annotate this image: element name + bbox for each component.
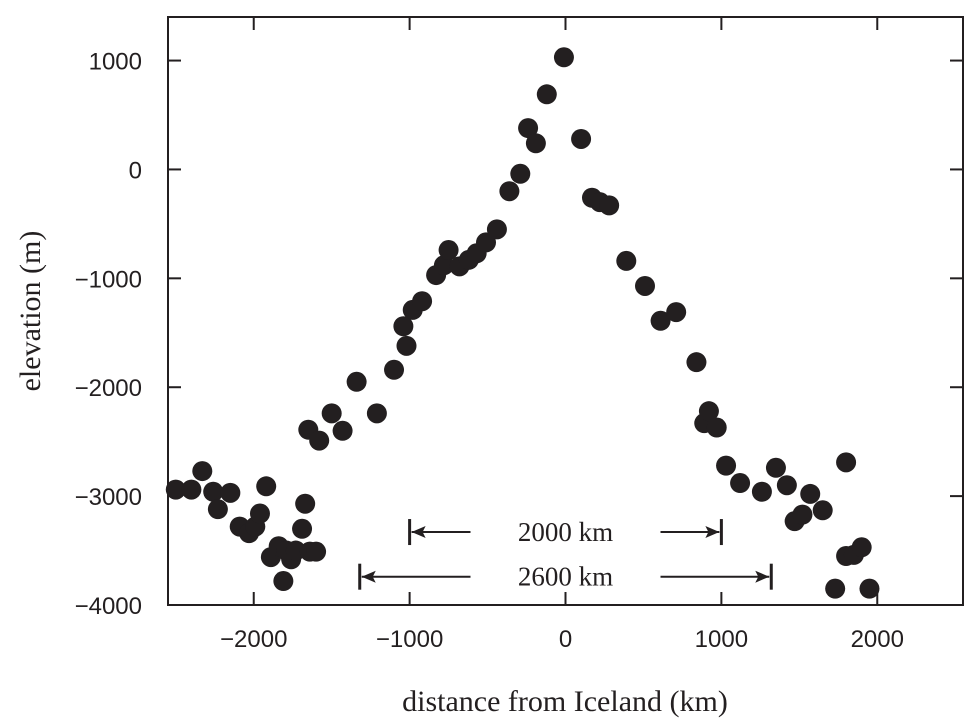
data-point — [487, 219, 507, 239]
data-point — [250, 504, 270, 524]
data-point — [384, 360, 404, 380]
y-tick-label: 0 — [129, 157, 142, 184]
data-point — [306, 542, 326, 562]
x-tick-label: −2000 — [220, 626, 287, 653]
y-tick-label: −2000 — [75, 375, 142, 402]
data-point — [181, 480, 201, 500]
y-tick-label: −1000 — [75, 266, 142, 293]
data-point — [499, 181, 519, 201]
y-tick-label: 1000 — [89, 49, 142, 76]
data-point — [526, 133, 546, 153]
x-tick-label: 0 — [559, 626, 572, 653]
data-point — [836, 452, 856, 472]
data-point — [397, 336, 417, 356]
data-point — [309, 431, 329, 451]
data-point — [367, 403, 387, 423]
data-point — [792, 505, 812, 525]
data-point — [686, 352, 706, 372]
y-tick-label: −4000 — [75, 593, 142, 620]
data-points — [166, 47, 880, 598]
y-axis-label: elevation (m) — [14, 231, 47, 392]
x-tick-label: 2000 — [851, 626, 904, 653]
data-point — [813, 500, 833, 520]
data-point — [203, 482, 223, 502]
data-point — [537, 84, 557, 104]
data-point — [766, 458, 786, 478]
data-point — [333, 421, 353, 441]
data-point — [322, 403, 342, 423]
x-axis-label: distance from Iceland (km) — [402, 685, 728, 718]
range-label: 2600 km — [518, 562, 613, 592]
data-point — [730, 473, 750, 493]
data-point — [347, 372, 367, 392]
data-point — [510, 164, 530, 184]
tick-labels: −2000 −1000 0 1000 2000 1000 0 −1000 −2000 −3000 −… — [75, 49, 904, 653]
data-point — [292, 519, 312, 539]
range-label: 2000 km — [518, 517, 613, 547]
data-point — [666, 302, 686, 322]
y-tick-label: −3000 — [75, 484, 142, 511]
data-point — [859, 579, 879, 599]
x-tick-label: −1000 — [376, 626, 443, 653]
data-point — [635, 276, 655, 296]
data-point — [273, 571, 293, 591]
data-point — [192, 461, 212, 481]
range-annotation: 2000 km — [410, 517, 722, 547]
data-point — [554, 47, 574, 67]
data-point — [295, 494, 315, 514]
data-point — [208, 499, 228, 519]
data-point — [800, 484, 820, 504]
data-point — [439, 240, 459, 260]
data-point — [716, 456, 736, 476]
data-point — [571, 129, 591, 149]
data-point — [599, 195, 619, 215]
range-annotation: 2600 km — [360, 562, 772, 592]
data-point — [752, 482, 772, 502]
data-point — [825, 579, 845, 599]
annotations: 2000 km 2600 km — [360, 517, 772, 592]
data-point — [777, 475, 797, 495]
data-point — [412, 291, 432, 311]
data-point — [707, 418, 727, 438]
x-tick-label: 1000 — [695, 626, 748, 653]
data-point — [256, 476, 276, 496]
data-point — [220, 483, 240, 503]
data-point — [616, 251, 636, 271]
data-point — [852, 537, 872, 557]
